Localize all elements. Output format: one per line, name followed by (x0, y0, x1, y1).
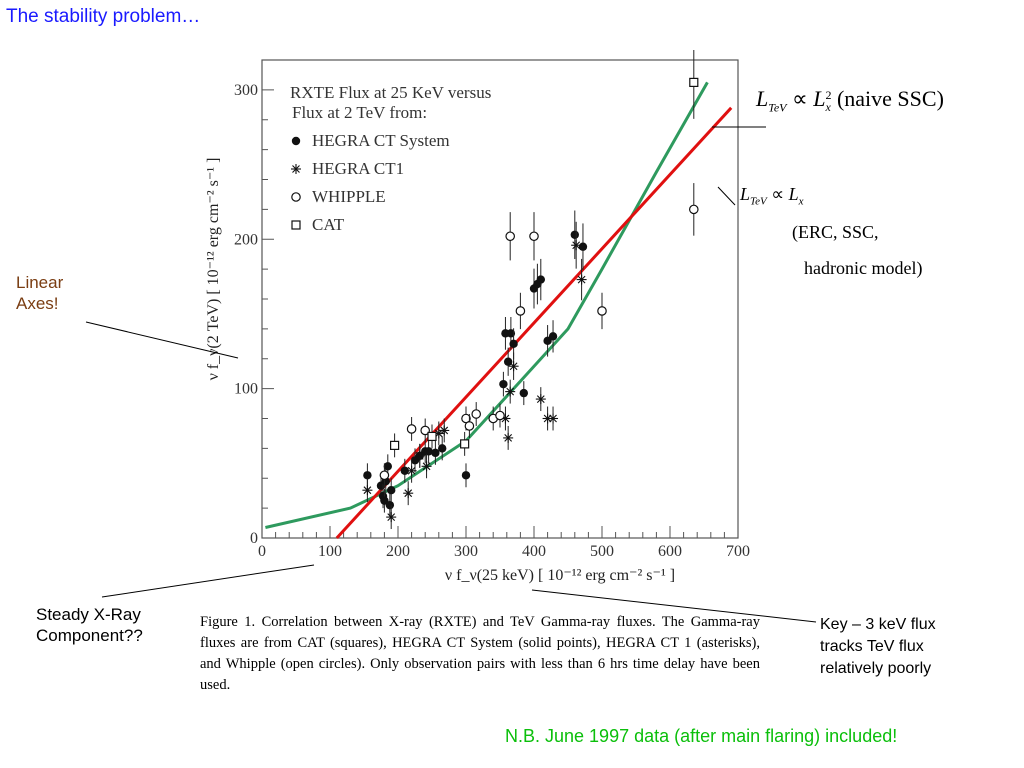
data-point (515, 306, 526, 316)
y-tick-label: 200 (234, 231, 258, 248)
figure-caption: Figure 1. Correlation between X-ray (RXT… (200, 614, 760, 693)
data-point (535, 394, 546, 405)
data-point (471, 409, 481, 419)
x-tick-label: 300 (454, 543, 478, 560)
formula-lhs: L (756, 86, 769, 111)
data-point (578, 242, 588, 251)
data-point (505, 231, 515, 242)
data-point (529, 231, 539, 242)
formula-rhs-sup: 2 (825, 87, 832, 102)
data-point (400, 466, 409, 475)
legend-label: CAT (312, 215, 345, 234)
legend-title-line1: RXTE Flux at 25 KeV versus (290, 83, 491, 102)
data-point (597, 306, 607, 316)
data-point (689, 77, 699, 88)
linear-models-line1: (ERC, SSC, (792, 222, 879, 242)
legend-marker (291, 136, 301, 146)
x-tick-label: 400 (522, 543, 546, 560)
x-tick-label: 100 (318, 543, 342, 560)
data-point (406, 465, 417, 476)
x-tick-label: 200 (386, 543, 410, 560)
y-tick-label: 300 (234, 82, 258, 99)
y-tick-label: 0 (250, 530, 258, 547)
formula-label: (naive SSC) (836, 86, 944, 111)
data-point (387, 486, 396, 495)
legend-label: HEGRA CT1 (312, 159, 404, 178)
data-point (421, 461, 432, 472)
x-tick-label: 500 (590, 543, 614, 560)
data-point (576, 274, 587, 285)
y-tick-label: 100 (234, 381, 258, 398)
formula-rhs: L (813, 86, 826, 111)
x-tick-label: 0 (258, 543, 266, 560)
data-point (571, 240, 582, 251)
data-point (548, 332, 558, 341)
data-point (385, 500, 395, 510)
formula-lhs-sub: TeV (750, 195, 767, 208)
data-point (495, 410, 505, 421)
data-point (424, 447, 433, 456)
data-point (460, 439, 470, 449)
data-point (386, 512, 397, 523)
data-point (688, 204, 699, 215)
fit-line (335, 106, 733, 540)
linear-formula: LTeV ∝ Lx (740, 184, 804, 208)
data-point (536, 275, 545, 284)
data-point (427, 431, 437, 442)
formula-lhs: L (740, 184, 751, 204)
data-point (379, 470, 390, 481)
linear-models-line2: hadronic model) (804, 258, 923, 278)
data-point (461, 471, 471, 480)
data-point (383, 462, 392, 471)
linear-axes-callout: Linear Axes! (16, 273, 64, 313)
nb-note: N.B. June 1997 data (after main flaring)… (505, 726, 898, 746)
key-note: Key – 3 keV flux tracks TeV flux relativ… (820, 616, 936, 677)
data-point (431, 448, 440, 458)
data-point (506, 329, 516, 338)
data-point (464, 421, 475, 431)
data-point (363, 471, 372, 480)
legend-label: HEGRA CT System (312, 131, 450, 150)
data-point (362, 485, 373, 496)
data-point (420, 425, 430, 436)
slide-title: The stability problem… (6, 6, 201, 27)
scatter-chart: 0 100 200 300 400 500 600 700 0 100 200 300 ν f_ν(25… (205, 50, 750, 584)
formula-rhs-sub: x (798, 195, 804, 208)
data-point (505, 386, 516, 397)
legend-label: WHIPPLE (312, 187, 386, 206)
formula-rhs: L (788, 184, 799, 204)
legend-marker (291, 192, 301, 202)
legend-title-line2: Flux at 2 TeV from: (292, 103, 427, 122)
data-point (570, 230, 579, 239)
data-point (509, 339, 518, 349)
y-axis-label: ν f_ν(2 TeV) [ 10⁻¹² erg cm⁻² s⁻¹ ] (205, 158, 222, 381)
x-axis-label: ν f_ν(25 keV) [ 10⁻¹² erg cm⁻² s⁻¹ ] (445, 567, 675, 584)
formula-prop: ∝ (771, 184, 785, 204)
data-point (499, 379, 508, 389)
formula-rhs-sub: x (825, 99, 831, 114)
legend-marker (291, 220, 301, 230)
data-point (503, 357, 513, 366)
data-point (414, 450, 425, 461)
data-point (508, 361, 519, 372)
data-point (406, 424, 417, 434)
data-point (548, 413, 559, 424)
data-point (403, 488, 414, 499)
data-point (390, 440, 400, 450)
formula-lhs-sub: TeV (768, 100, 787, 115)
x-tick-label: 700 (726, 543, 750, 560)
fit-line (265, 81, 709, 529)
data-point (503, 432, 514, 443)
legend-marker (291, 164, 301, 174)
steady-xray-callout: Steady X-Ray Component?? (36, 605, 143, 645)
x-tick-label: 600 (658, 543, 682, 560)
formula-prop: ∝ (791, 86, 808, 111)
data-point (438, 444, 447, 453)
data-point (519, 388, 528, 398)
data-point (439, 425, 450, 436)
